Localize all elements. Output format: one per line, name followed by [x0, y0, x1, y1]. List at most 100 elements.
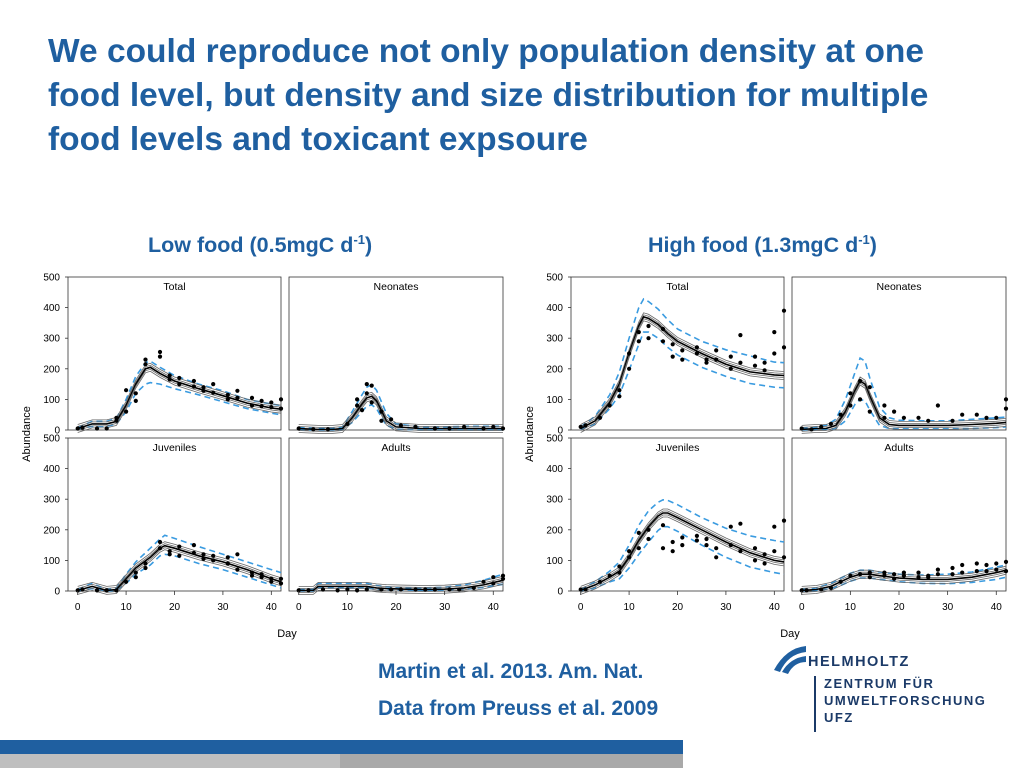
low-food-total-subplot-title: Total — [163, 281, 185, 293]
low-food-juveniles-observation-point — [191, 550, 196, 555]
high-food-neonates-observation-point — [867, 385, 872, 390]
low-food-neonates-observation-point — [364, 382, 369, 387]
high-food-neonates-observation-point — [809, 427, 814, 432]
low-food-total-model-line-2 — [77, 366, 282, 430]
high-food-juveniles-observation-point — [772, 524, 777, 529]
low-food-juveniles-y-tick-label: 500 — [43, 434, 60, 445]
high-food-juveniles-subplot-title: Juveniles — [656, 442, 700, 454]
high-food-total-y-tick-label: 0 — [557, 426, 563, 437]
low-food-neonates-observation-point — [325, 427, 330, 432]
low-food-total-observation-point — [269, 400, 274, 405]
high-food-juveniles-observation-point — [762, 561, 767, 566]
low-food-total-y-tick-label: 0 — [54, 426, 60, 437]
low-food-juveniles-observation-point — [157, 546, 163, 551]
high-food-total-observation-point — [772, 351, 777, 356]
low-food-adults-observation-point — [320, 587, 326, 592]
low-food-juveniles-observation-point — [177, 544, 182, 549]
high-food-adults-observation-point — [984, 569, 989, 574]
high-food-adults-observation-point — [950, 565, 955, 571]
high-food-juveniles-observation-point — [680, 535, 685, 540]
low-food-neonates-observation-point — [481, 426, 486, 431]
low-food-total-observation-point — [133, 391, 138, 396]
low-food-adults-observation-point — [296, 588, 301, 593]
high-food-adults-observation-point — [1003, 559, 1009, 565]
high-food-adults-observation-point — [838, 579, 843, 584]
high-food-total-model-line-2 — [580, 315, 785, 430]
low-food-adults-observation-point — [500, 576, 506, 581]
high-food-adults-observation-point — [1003, 569, 1009, 574]
high-food-adults-subplot-title: Adults — [884, 442, 913, 454]
high-food-juveniles-model-line-2 — [580, 512, 785, 592]
low-food-total-observation-point — [177, 382, 182, 387]
low-food-neonates-observation-point — [379, 409, 384, 414]
high-food-neonates-observation-point — [916, 415, 921, 420]
high-food-juveniles-observation-point — [627, 549, 632, 554]
low-food-adults-observation-point — [500, 573, 506, 578]
low-food-juveniles-x-tick-label: 40 — [266, 602, 278, 613]
high-food-adults-observation-point — [804, 588, 809, 593]
high-food-total-observation-point — [597, 415, 603, 420]
low-food-juveniles-observation-point — [133, 570, 138, 575]
high-food-juveniles-observation-point — [680, 543, 685, 548]
high-food-neonates-observation-point — [838, 412, 843, 417]
low-food-adults-observation-point — [306, 588, 311, 593]
low-food-adults-x-tick-label: 20 — [390, 602, 402, 613]
low-food-juveniles-observation-point — [201, 556, 206, 562]
low-food-adults-model-line-4 — [298, 583, 504, 595]
high-food-adults-observation-point — [916, 570, 921, 575]
low-food-neonates-subplot-title: Neonates — [374, 281, 419, 293]
low-food-total-observation-point — [143, 357, 148, 362]
high-food-neonates-model-line-2 — [801, 379, 1007, 431]
high-food-juveniles-ci-upper-line — [580, 498, 785, 591]
low-food-neonates-observation-point — [359, 408, 365, 413]
high-food-juveniles-observation-point — [583, 587, 588, 592]
low-food-adults-ci-lower-line — [298, 583, 504, 592]
high-food-adults-x-tick-label: 30 — [942, 602, 954, 613]
high-food-total-observation-point — [728, 354, 733, 359]
high-food-y-axis-label: Abundance — [524, 406, 536, 462]
high-food-neonates-observation-point — [974, 412, 979, 417]
low-food-total-y-tick-label: 300 — [43, 334, 60, 345]
low-food-neonates-model-line-2 — [298, 395, 503, 431]
low-food-neonates-model-line-0 — [298, 391, 503, 426]
high-food-juveniles-observation-point — [578, 587, 583, 592]
low-food-total-observation-point — [124, 388, 129, 393]
high-food-total-observation-point — [617, 394, 622, 399]
high-food-juveniles-observation-point — [694, 533, 700, 539]
high-food-neonates-frame — [791, 276, 1007, 431]
high-food-neonates-observation-point — [867, 409, 872, 414]
low-food-total-observation-point — [249, 403, 255, 408]
low-food-adults-observation-point — [491, 575, 496, 580]
high-food-neonates-observation-point — [858, 378, 863, 384]
low-food-juveniles-y-tick-label: 400 — [43, 464, 60, 475]
low-food-juveniles-observation-point — [94, 588, 100, 593]
high-food-total-observation-point — [704, 357, 709, 362]
high-food-neonates-ci-upper-line — [801, 356, 1007, 430]
high-food-juveniles-observation-point — [762, 552, 767, 557]
low-food-juveniles-x-tick-label: 20 — [169, 602, 181, 613]
logo-divider — [814, 676, 816, 732]
high-food-panel-title: High food (1.3mgC d-1) — [648, 232, 877, 258]
high-food-total-observation-point — [752, 363, 758, 368]
logo-line-1: HELMHOLTZ — [808, 654, 910, 670]
high-food-adults-observation-point — [819, 587, 824, 592]
high-food-total-observation-point — [660, 326, 666, 332]
low-food-juveniles-y-tick-label: 200 — [43, 525, 60, 536]
high-food-neonates-observation-point — [882, 415, 887, 420]
low-food-adults-x-tick-label: 10 — [342, 602, 354, 613]
high-food-neonates-observation-point — [828, 421, 834, 426]
low-food-adults-x-tick-label: 40 — [488, 602, 500, 613]
low-food-total-y-tick-label: 100 — [43, 395, 60, 406]
low-food-neonates-frame — [288, 276, 504, 431]
high-food-neonates-subplot-title: Neonates — [877, 281, 922, 293]
slide-title: We could reproduce not only population d… — [48, 33, 929, 158]
low-food-total-observation-point — [157, 354, 163, 359]
high-food-juveniles-observation-point — [714, 546, 719, 551]
low-food-juveniles-observation-point — [225, 555, 230, 560]
low-food-total-observation-point — [191, 384, 196, 389]
low-food-total-frame — [67, 276, 282, 431]
low-food-juveniles-observation-point — [201, 552, 206, 557]
high-food-adults-model-line-1 — [801, 567, 1007, 589]
high-food-title-sup: -1 — [858, 232, 870, 247]
low-food-juveniles-y-tick-label: 100 — [43, 556, 60, 567]
